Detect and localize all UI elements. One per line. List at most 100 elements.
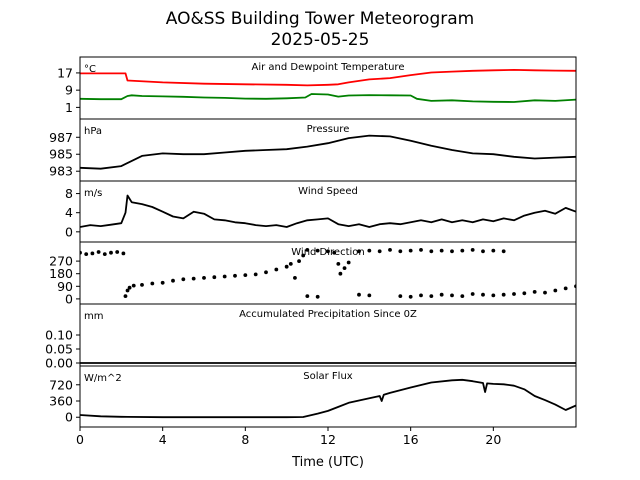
panel-title: Solar Flux [303, 371, 353, 382]
wind-direction-point [102, 252, 107, 256]
panel-2: 983 985 987 Pressure hPa [49, 118, 577, 182]
panel-3: 0 4 8 Wind Speed m/s [65, 180, 577, 243]
wind-direction-point [121, 251, 126, 256]
wind-direction-point [460, 294, 465, 298]
wind-direction-point [512, 292, 516, 296]
wind-direction-point [342, 266, 347, 270]
panel-title: Air and Dewpoint Temperature [252, 62, 405, 73]
wind-direction-point [450, 293, 454, 298]
panel-title: Accumulated Precipitation Since 0Z [239, 309, 417, 320]
panel-unit: °C [84, 64, 96, 75]
wind-direction-point [222, 274, 227, 279]
wind-direction-point [284, 264, 289, 269]
panel-6-series-1-line [80, 378, 576, 419]
x-axis-label: Time (UTC) [291, 455, 364, 470]
wind-direction-point [460, 248, 465, 253]
x-tick-label: 0 [76, 432, 84, 447]
x-axis: 0 4 8 12 16 20 [76, 427, 501, 447]
wind-direction-point [346, 260, 351, 265]
wind-direction-point [408, 294, 413, 299]
wind-direction-point [439, 292, 444, 297]
y-tick-label: 360 [49, 394, 73, 409]
wind-direction-point [140, 283, 144, 287]
wind-direction-point [563, 286, 568, 291]
wind-direction-point [332, 250, 337, 255]
y-tick-label: 0 [65, 410, 73, 425]
wind-direction-point [297, 259, 301, 263]
y-tick-label: 270 [49, 254, 73, 269]
panel-2-series-1-line [80, 134, 576, 170]
panel-unit: mm [84, 311, 103, 322]
wind-direction-point [439, 248, 444, 253]
wind-direction-point [212, 275, 217, 280]
y-tick-label: 985 [49, 147, 73, 162]
wind-direction-point [522, 291, 527, 296]
wind-direction-point [501, 249, 506, 254]
wind-direction-point [315, 248, 320, 253]
y-tick-label: 0 [65, 224, 73, 239]
wind-direction-point [109, 250, 113, 255]
wind-direction-point [305, 294, 310, 298]
figure-title: AO&SS Building Tower Meteorogram [166, 9, 474, 29]
wind-direction-point [419, 248, 423, 252]
wind-direction-point [338, 271, 343, 276]
y-tick-label: 1 [65, 100, 73, 115]
x-tick-label: 12 [320, 432, 336, 447]
wind-direction-point [131, 283, 136, 288]
y-tick-label: 180 [49, 266, 73, 281]
wind-direction-point [315, 294, 320, 299]
wind-direction-point [429, 294, 434, 298]
wind-direction-point [233, 273, 237, 278]
wind-direction-point [543, 290, 547, 295]
y-tick-label: 987 [49, 130, 73, 145]
x-tick-label: 8 [241, 432, 249, 447]
wind-direction-point [377, 249, 382, 254]
wind-direction-point [336, 262, 341, 266]
y-tick-label: 8 [65, 186, 73, 201]
wind-direction-point [202, 276, 206, 280]
wind-direction-point [470, 292, 475, 296]
wind-direction-point [84, 252, 89, 256]
panel-1-series-2-line [80, 93, 576, 103]
y-tick-label: 0.00 [45, 356, 73, 371]
y-tick-label: 983 [49, 164, 73, 179]
wind-direction-point [181, 277, 186, 282]
panel-3-series-1-line [80, 194, 576, 228]
wind-direction-point [398, 249, 403, 254]
panel-unit: hPa [84, 126, 102, 137]
wind-direction-point [191, 276, 196, 281]
wind-direction-point [408, 248, 413, 253]
wind-direction-point [553, 288, 558, 293]
y-tick-label: 4 [65, 205, 73, 220]
wind-direction-point [388, 248, 392, 252]
y-tick-label: 90 [57, 279, 73, 294]
y-tick-label: 0.05 [45, 342, 73, 357]
wind-direction-point [532, 290, 537, 294]
wind-direction-point [123, 294, 128, 298]
wind-direction-point [305, 248, 310, 252]
wind-direction-point [274, 267, 279, 272]
wind-direction-point [501, 292, 506, 297]
wind-direction-point [419, 293, 423, 298]
wind-direction-point [367, 293, 372, 298]
wind-direction-point [357, 249, 361, 254]
panel-unit: W/m^2 [84, 373, 122, 384]
wind-direction-point [90, 251, 95, 256]
panel-5: 0.000.050.10 Accumulated Precipitation Si… [45, 303, 577, 371]
wind-direction-point [150, 281, 155, 286]
wind-direction-point [491, 293, 496, 298]
wind-direction-point [264, 270, 268, 275]
wind-direction-point [293, 276, 297, 280]
wind-direction-point [481, 292, 485, 297]
wind-direction-point [450, 249, 454, 254]
wind-direction-point [160, 280, 165, 285]
wind-direction-point [470, 248, 475, 252]
y-tick-label: 0 [65, 291, 73, 306]
wind-direction-point [96, 250, 101, 254]
wind-direction-point [367, 248, 372, 253]
wind-direction-point [115, 250, 120, 254]
wind-direction-point [326, 249, 330, 254]
